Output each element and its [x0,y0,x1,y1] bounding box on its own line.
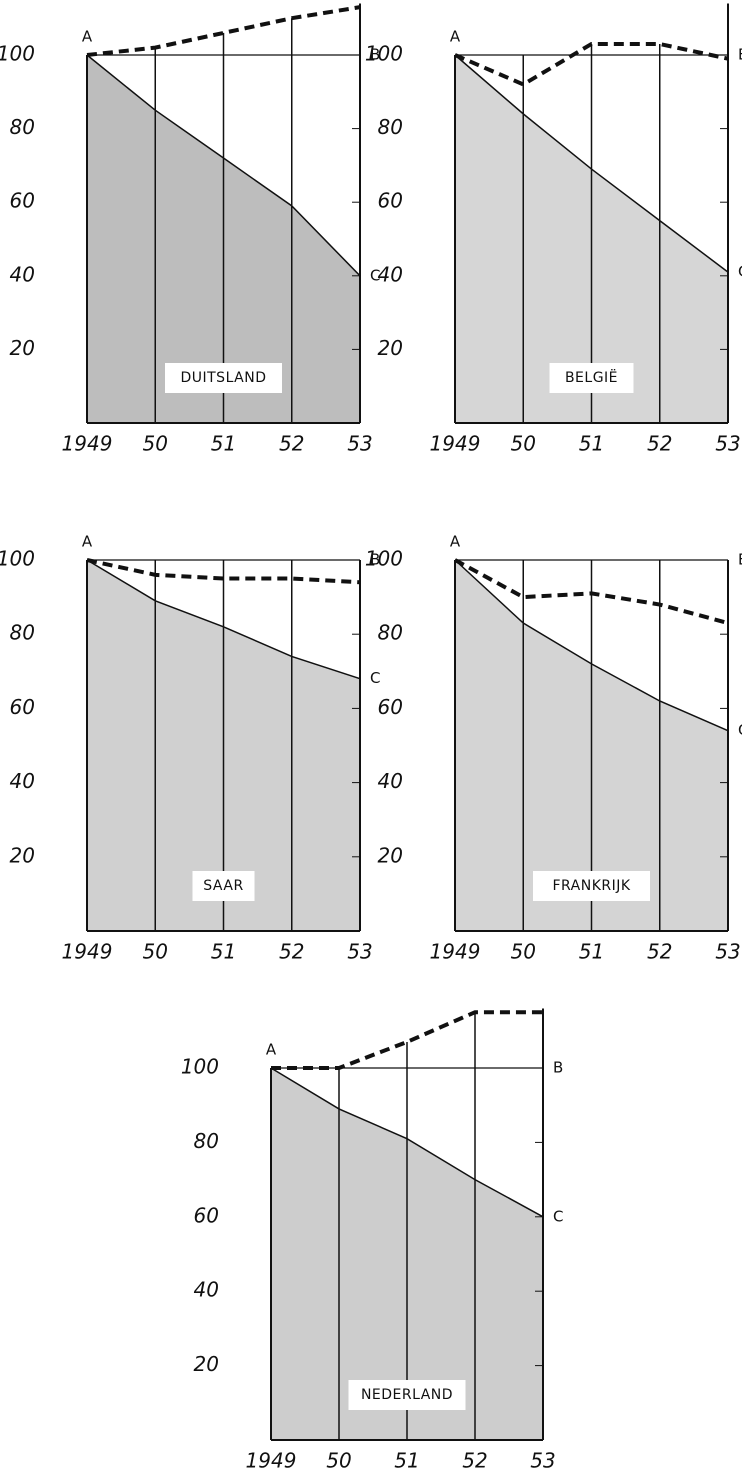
x-tick-label: 51 [579,940,604,964]
y-tick-label: 80 [378,115,403,139]
point-label: B [738,46,742,64]
y-tick-label: 80 [10,115,35,139]
y-tick-label: 60 [194,1203,219,1227]
x-tick-label: 1949 [246,1449,297,1473]
point-label: B [370,46,380,64]
y-tick-label: 40 [194,1278,219,1302]
x-tick-label: 50 [143,432,168,456]
y-tick-label: 100 [0,42,35,66]
label-box [165,363,282,393]
y-tick-label: 100 [0,547,35,571]
point-label: A [82,28,93,46]
x-tick-label: 51 [394,1449,419,1473]
point-label: A [450,28,461,46]
x-tick-label: 53 [530,1449,555,1473]
y-tick-label: 40 [378,262,403,286]
point-label: C [370,669,380,687]
solid-line [270,1067,544,1218]
point-label: B [370,551,380,569]
country-label: FRANKRIJK [552,878,630,894]
y-tick-label: 40 [378,769,403,793]
x-tick-label: 1949 [430,432,481,456]
x-tick-label: 50 [511,432,536,456]
label-box [192,871,255,901]
x-tick-label: 52 [647,432,672,456]
point-label: B [738,551,742,569]
x-tick-label: 50 [143,940,168,964]
y-tick-label: 40 [10,262,35,286]
country-label: DUITSLAND [180,370,266,386]
point-label: C [738,263,742,281]
solid-line [454,54,729,273]
x-tick-label: 52 [647,940,672,964]
dashed-line [454,558,729,625]
y-tick-label: 100 [365,42,403,66]
x-tick-label: 51 [211,432,236,456]
x-tick-label: 1949 [62,940,113,964]
x-tick-label: 51 [211,940,236,964]
x-tick-label: 52 [279,940,304,964]
point-label: A [82,533,93,551]
x-tick-label: 1949 [430,940,481,964]
point-label: C [370,266,380,284]
point-label: C [553,1207,563,1225]
x-tick-label: 52 [462,1449,487,1473]
country-label: SAAR [203,878,243,894]
x-tick-label: 51 [579,432,604,456]
label-box [533,871,650,901]
y-tick-label: 60 [10,695,35,719]
x-tick-label: 52 [279,432,304,456]
y-tick-label: 20 [194,1352,219,1376]
point-label: A [450,533,461,551]
y-tick-label: 40 [10,769,35,793]
solid-line [454,559,729,732]
x-tick-label: 1949 [62,432,113,456]
y-tick-label: 60 [378,695,403,719]
country-label: BELGIË [565,368,618,386]
dashed-line [454,41,729,87]
x-tick-label: 53 [347,940,372,964]
x-tick-label: 50 [511,940,536,964]
label-box [549,363,634,393]
x-tick-label: 50 [326,1449,351,1473]
solid-line [86,54,361,277]
y-tick-label: 20 [378,843,403,867]
solid-line [86,559,361,680]
y-tick-label: 100 [181,1055,219,1079]
y-tick-label: 80 [378,621,403,645]
x-tick-label: 53 [347,432,372,456]
y-tick-label: 20 [10,336,35,360]
dashed-line [86,558,361,585]
y-tick-label: 80 [10,621,35,645]
x-tick-label: 53 [715,940,740,964]
point-label: B [553,1059,563,1077]
point-label: C [738,721,742,739]
y-tick-label: 80 [194,1129,219,1153]
point-label: A [266,1041,277,1059]
y-tick-label: 100 [365,547,403,571]
y-tick-label: 20 [378,336,403,360]
y-tick-label: 60 [378,189,403,213]
label-box [348,1380,466,1410]
x-tick-label: 53 [715,432,740,456]
y-tick-label: 60 [10,189,35,213]
y-tick-label: 20 [10,843,35,867]
country-label: NEDERLAND [361,1387,453,1403]
dashed-line [86,5,361,57]
